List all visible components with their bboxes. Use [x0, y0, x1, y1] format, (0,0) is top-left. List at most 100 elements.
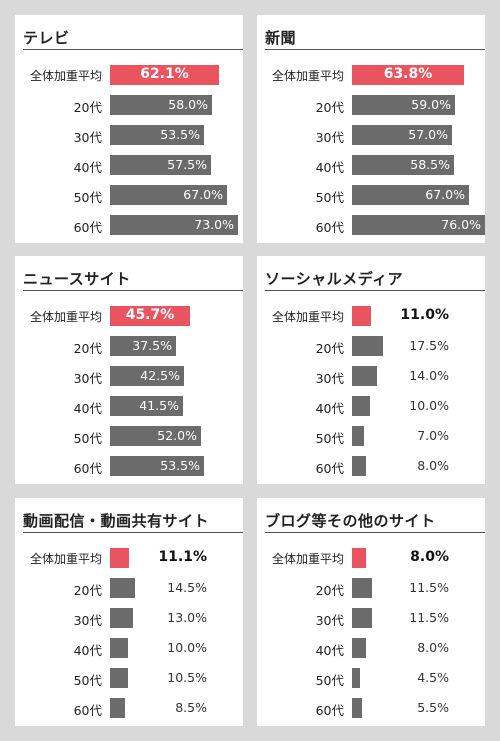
bar-row: 60代 76.0%: [257, 215, 485, 235]
bar: [352, 306, 371, 326]
bar: [352, 698, 362, 718]
bar-row: 50代 10.5%: [15, 668, 243, 688]
category-label: 40代: [73, 160, 102, 175]
category-label: 30代: [73, 613, 102, 628]
bar: [352, 155, 454, 175]
value-label: 63.8%: [383, 66, 433, 82]
value-label: 52.0%: [157, 428, 197, 443]
bar: [352, 668, 360, 688]
bar: [110, 366, 184, 386]
bar-row: 30代 42.5%: [15, 366, 243, 386]
chart-title: ソーシャルメディア: [265, 270, 404, 288]
bar-row: 50代 4.5%: [257, 668, 485, 688]
value-label: 8.5%: [175, 700, 207, 715]
bar-row: 20代 59.0%: [257, 95, 485, 115]
bar: [352, 456, 366, 476]
bar: [352, 578, 372, 598]
category-label: 40代: [315, 643, 344, 658]
category-label: 50代: [73, 673, 102, 688]
category-label: 30代: [73, 130, 102, 145]
chart-panel: テレビ 全体加重平均 62.1% 20代 58.0% 30代 53.5% 40代 57.5% 50…: [15, 15, 243, 243]
category-label: 50代: [315, 190, 344, 205]
bar-row: 全体加重平均 11.0%: [257, 306, 485, 326]
value-label: 13.0%: [167, 610, 207, 625]
chart-title: ブログ等その他のサイト: [265, 512, 436, 530]
bar-row: 40代 8.0%: [257, 638, 485, 658]
bar: [110, 608, 133, 628]
bar: [352, 638, 366, 658]
value-label: 67.0%: [425, 187, 465, 202]
title-divider: [265, 290, 485, 291]
title-divider: [23, 532, 243, 533]
bar-row: 60代 8.5%: [15, 698, 243, 718]
category-label: 60代: [315, 703, 344, 718]
bar: [352, 366, 377, 386]
chart-panel: ソーシャルメディア 全体加重平均 11.0% 20代 17.5% 30代 14.0% 40代 1…: [257, 256, 485, 484]
category-label: 50代: [315, 431, 344, 446]
bar-row: 30代 11.5%: [257, 608, 485, 628]
bar: [352, 426, 364, 446]
value-label: 67.0%: [183, 187, 223, 202]
chart-panel: ニュースサイト 全体加重平均 45.7% 20代 37.5% 30代 42.5% 40代 41.…: [15, 256, 243, 484]
value-label: 10.0%: [167, 640, 207, 655]
bar-row: 60代 53.5%: [15, 456, 243, 476]
bar-row: 20代 14.5%: [15, 578, 243, 598]
value-label: 62.1%: [140, 66, 189, 82]
bar-row: 50代 52.0%: [15, 426, 243, 446]
bar: [110, 65, 219, 85]
category-label: 30代: [315, 613, 344, 628]
value-label: 73.0%: [194, 217, 234, 232]
category-label: 50代: [73, 190, 102, 205]
bar-row: 全体加重平均 8.0%: [257, 548, 485, 568]
bar: [352, 95, 455, 115]
bar: [352, 396, 370, 416]
bar: [110, 215, 238, 235]
bar: [352, 608, 372, 628]
bar: [352, 215, 485, 235]
bar-row: 20代 37.5%: [15, 336, 243, 356]
bar: [110, 638, 128, 658]
value-label: 57.5%: [167, 157, 207, 172]
value-label: 10.5%: [167, 670, 207, 685]
value-label: 17.5%: [409, 338, 449, 353]
value-label: 5.5%: [417, 700, 449, 715]
category-label: 30代: [315, 371, 344, 386]
value-label: 4.5%: [417, 670, 449, 685]
value-label: 58.5%: [410, 157, 450, 172]
value-label: 45.7%: [125, 307, 175, 323]
bar: [110, 426, 201, 446]
category-label: 20代: [73, 583, 102, 598]
bar-row: 50代 67.0%: [15, 185, 243, 205]
bar-row: 30代 53.5%: [15, 125, 243, 145]
category-label: 40代: [315, 160, 344, 175]
value-label: 7.0%: [417, 428, 449, 443]
category-label: 全体加重平均: [271, 310, 344, 324]
category-label: 全体加重平均: [29, 69, 102, 83]
value-label: 11.5%: [409, 580, 449, 595]
category-label: 20代: [315, 100, 344, 115]
bar-row: 60代 5.5%: [257, 698, 485, 718]
chart-panel: ブログ等その他のサイト 全体加重平均 8.0% 20代 11.5% 30代 11.5% 40代…: [257, 498, 485, 726]
bar: [110, 698, 125, 718]
bar-row: 全体加重平均 11.1%: [15, 548, 243, 568]
category-label: 60代: [73, 703, 102, 718]
value-label: 41.5%: [139, 398, 179, 413]
bar: [110, 125, 204, 145]
chart-title: ニュースサイト: [23, 270, 131, 288]
value-label: 53.5%: [160, 458, 200, 473]
bar: [110, 668, 128, 688]
bar: [110, 95, 212, 115]
category-label: 全体加重平均: [29, 552, 102, 566]
category-label: 60代: [73, 461, 102, 476]
category-label: 30代: [315, 130, 344, 145]
category-label: 60代: [315, 220, 344, 235]
bar: [352, 125, 452, 145]
value-label: 8.0%: [417, 640, 449, 655]
category-label: 40代: [73, 401, 102, 416]
chart-title: テレビ: [23, 29, 70, 47]
category-label: 50代: [315, 673, 344, 688]
bar: [110, 155, 211, 175]
bar: [110, 306, 190, 326]
category-label: 40代: [315, 401, 344, 416]
chart-panel: 動画配信・動画共有サイト 全体加重平均 11.1% 20代 14.5% 30代 13.0% 4…: [15, 498, 243, 726]
